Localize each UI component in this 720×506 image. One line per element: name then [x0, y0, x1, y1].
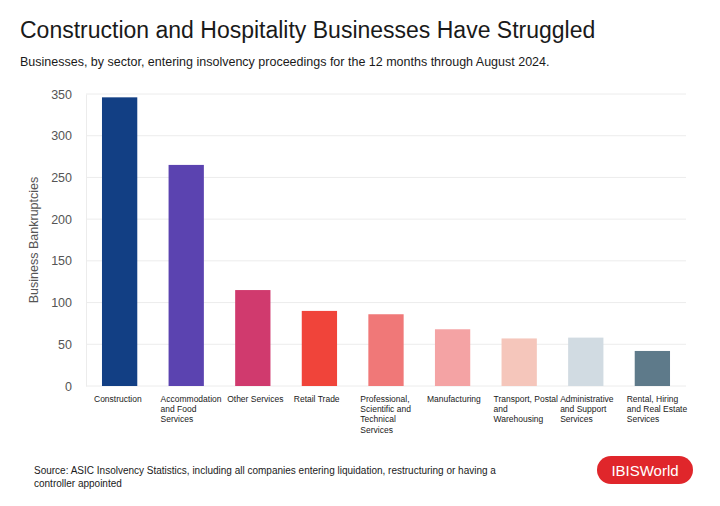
- bar: [568, 338, 603, 386]
- bar: [235, 290, 270, 386]
- x-tick: Construction: [94, 386, 142, 404]
- y-tick: 300: [51, 129, 86, 143]
- x-axis-line: [87, 386, 687, 387]
- y-tick-label: 300: [51, 129, 72, 143]
- title: Construction and Hospitality Businesses …: [20, 17, 595, 43]
- y-tick-label: 0: [65, 380, 72, 394]
- x-tick-label: Construction: [94, 394, 142, 404]
- bar: [635, 351, 670, 386]
- x-tick-label: Professional,Scientific andTechnicalServ…: [360, 394, 411, 435]
- bar: [368, 314, 403, 386]
- x-axis: Construction Accommodationand FoodService…: [87, 386, 688, 435]
- x-tick: Accommodationand FoodServices: [161, 386, 222, 424]
- y-tick: 250: [51, 171, 86, 185]
- x-tick: Transport, PostalandWarehousing: [494, 386, 559, 424]
- x-tick: Manufacturing: [427, 386, 481, 404]
- x-tick-label: Accommodationand FoodServices: [161, 394, 222, 424]
- bar: [302, 311, 337, 386]
- x-tick: Professional,Scientific andTechnicalServ…: [360, 386, 411, 435]
- y-axis: 0 50 100 150 200 250 300 350: [51, 88, 86, 394]
- bar: [169, 165, 204, 386]
- x-tick: Administrativeand SupportServices: [560, 386, 614, 424]
- y-tick-label: 100: [51, 296, 72, 310]
- source-note: Source: ASIC Insolvency Statistics, incl…: [34, 465, 496, 489]
- y-axis-title: Business Bankruptcies: [27, 177, 41, 303]
- x-tick-label: Other Services: [227, 394, 283, 404]
- y-axis-line: [86, 95, 87, 387]
- x-tick-label: Administrativeand SupportServices: [560, 394, 614, 424]
- y-tick-label: 350: [51, 88, 72, 102]
- y-tick: 150: [51, 254, 86, 268]
- x-tick: Other Services: [227, 386, 283, 404]
- bar: [102, 97, 137, 386]
- grid: [86, 94, 686, 386]
- x-tick: Retail Trade: [294, 386, 340, 404]
- y-tick-label: 200: [51, 213, 72, 227]
- bar: [502, 338, 537, 386]
- x-tick-label: Manufacturing: [427, 394, 481, 404]
- x-tick: Rental, Hiringand Real EstateServices: [627, 386, 688, 424]
- bars: [102, 97, 670, 386]
- bar: [435, 329, 470, 386]
- logo-text: IBISWorld: [611, 462, 678, 479]
- chart: Construction and Hospitality Businesses …: [0, 0, 720, 506]
- logo-badge: [597, 456, 693, 484]
- x-tick-label: Rental, Hiringand Real EstateServices: [627, 394, 688, 424]
- x-tick-label: Transport, PostalandWarehousing: [494, 394, 559, 424]
- subtitle: Businesses, by sector, entering insolven…: [20, 55, 550, 69]
- y-tick: 350: [51, 88, 86, 102]
- x-tick-label: Retail Trade: [294, 394, 340, 404]
- y-tick-label: 250: [51, 171, 72, 185]
- y-tick-label: 150: [51, 254, 72, 268]
- y-tick: 0: [65, 380, 86, 394]
- logo: IBISWorld: [597, 456, 693, 484]
- y-tick: 200: [51, 213, 86, 227]
- y-tick: 50: [58, 338, 86, 352]
- y-tick: 100: [51, 296, 86, 310]
- y-tick-label: 50: [58, 338, 72, 352]
- grid-line: [86, 94, 686, 95]
- grid-line: [86, 135, 686, 136]
